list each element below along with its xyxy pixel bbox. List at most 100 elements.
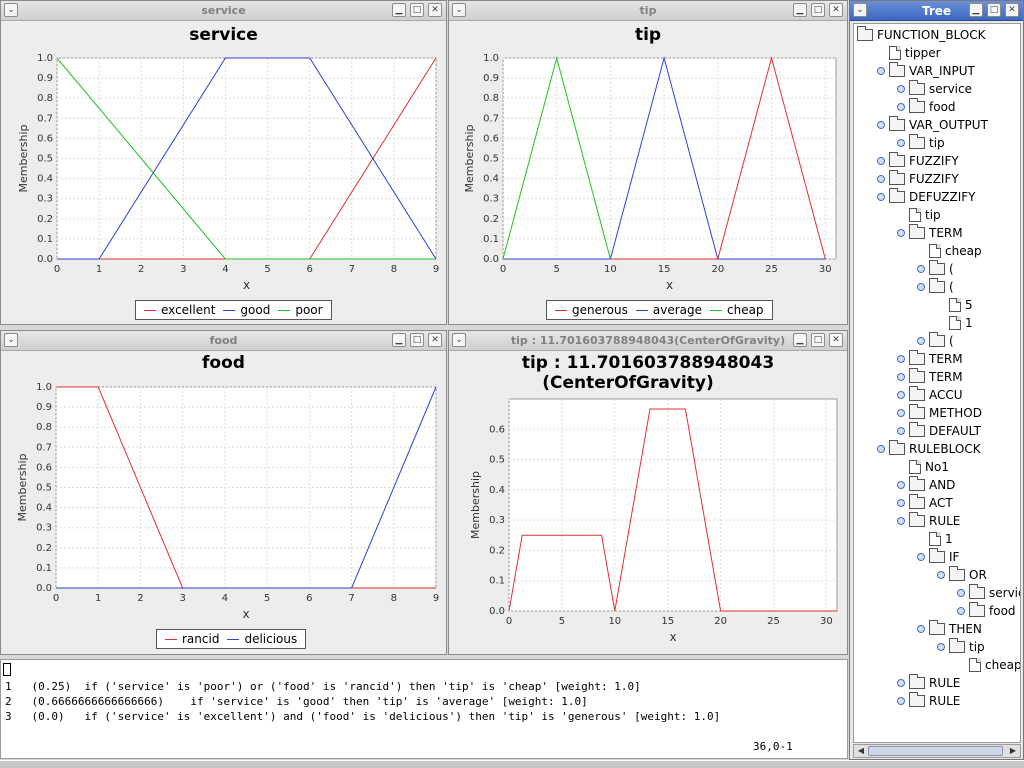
expand-toggle-icon[interactable] — [897, 696, 905, 705]
expand-toggle-icon[interactable] — [877, 120, 885, 129]
maximize-icon[interactable]: □ — [410, 333, 424, 347]
tree-node[interactable]: service — [957, 583, 1020, 601]
tree-node[interactable]: 5 — [937, 296, 973, 313]
window-titlebar[interactable]: ⌄ service ▁ □ ✕ — [1, 1, 446, 21]
window-titlebar[interactable]: ⌄ food ▁ □ ✕ — [1, 331, 446, 351]
tree-node[interactable]: OR — [937, 565, 987, 583]
window-titlebar[interactable]: ⌄ tip ▁ □ ✕ — [449, 1, 847, 21]
expand-toggle-icon[interactable] — [897, 408, 905, 417]
tree-node[interactable]: TERM — [897, 349, 963, 367]
tree-node[interactable]: METHOD — [897, 403, 982, 421]
expand-toggle-icon[interactable] — [937, 570, 945, 579]
tree-node[interactable]: tip — [937, 637, 985, 655]
tree-node[interactable]: RULE — [897, 691, 960, 709]
minimize-icon[interactable]: ▁ — [969, 3, 983, 17]
expand-toggle-icon[interactable] — [917, 552, 925, 561]
tree-node[interactable]: FUNCTION_BLOCK — [857, 25, 986, 43]
expand-toggle-icon[interactable] — [897, 480, 905, 489]
tree-node[interactable]: TERM — [897, 367, 963, 385]
window-menu-icon[interactable]: ⌄ — [4, 3, 18, 17]
window-menu-icon[interactable]: ⌄ — [853, 3, 867, 17]
tree-node[interactable]: ( — [917, 277, 954, 295]
expand-toggle-icon[interactable] — [897, 138, 905, 147]
expand-toggle-icon[interactable] — [897, 498, 905, 507]
close-icon[interactable]: ✕ — [829, 333, 843, 347]
tree-node[interactable]: TERM — [897, 223, 963, 241]
maximize-icon[interactable]: □ — [811, 333, 825, 347]
tree-node[interactable]: cheap — [957, 656, 1020, 673]
tree-node[interactable]: IF — [917, 547, 959, 565]
tree-node[interactable]: FUZZIFY — [877, 169, 959, 187]
y-tick-label: 0.9 — [36, 402, 52, 413]
close-icon[interactable]: ✕ — [428, 3, 442, 17]
tree-view[interactable]: FUNCTION_BLOCK tipper VAR_INPUT service food… — [853, 23, 1021, 743]
maximize-icon[interactable]: □ — [811, 3, 825, 17]
tree-node[interactable]: tip — [897, 206, 941, 223]
maximize-icon[interactable]: □ — [410, 3, 424, 17]
scrollbar-thumb[interactable] — [868, 746, 1003, 756]
expand-toggle-icon[interactable] — [917, 624, 925, 633]
tree-node[interactable]: AND — [897, 475, 955, 493]
expand-toggle-icon[interactable] — [897, 426, 905, 435]
tree-node[interactable]: ( — [917, 259, 954, 277]
horizontal-scrollbar[interactable]: ◀ ▶ — [853, 744, 1021, 758]
window-menu-icon[interactable]: ⌄ — [4, 333, 18, 347]
close-icon[interactable]: ✕ — [1005, 3, 1019, 17]
tree-node[interactable]: FUZZIFY — [877, 151, 959, 169]
tree-node[interactable]: DEFUZZIFY — [877, 187, 976, 205]
tree-node[interactable]: THEN — [917, 619, 982, 637]
expand-toggle-icon[interactable] — [877, 174, 885, 183]
tree-node[interactable]: ( — [917, 331, 954, 349]
tree-node[interactable]: cheap — [917, 242, 982, 259]
close-icon[interactable]: ✕ — [428, 333, 442, 347]
tree-node[interactable]: ACCU — [897, 385, 963, 403]
tree-node[interactable]: 1 — [917, 530, 953, 547]
tree-node[interactable]: No1 — [897, 458, 949, 475]
tree-node[interactable]: food — [957, 601, 1016, 619]
tree-node[interactable]: RULEBLOCK — [877, 439, 981, 457]
scroll-left-icon[interactable]: ◀ — [857, 746, 865, 755]
expand-toggle-icon[interactable] — [897, 678, 905, 687]
window-menu-icon[interactable]: ⌄ — [452, 3, 466, 17]
expand-toggle-icon[interactable] — [957, 588, 965, 597]
expand-toggle-icon[interactable] — [937, 642, 945, 651]
expand-toggle-icon[interactable] — [897, 516, 905, 525]
tree-node[interactable]: food — [897, 97, 956, 115]
close-icon[interactable]: ✕ — [829, 3, 843, 17]
expand-toggle-icon[interactable] — [877, 444, 885, 453]
expand-toggle-icon[interactable] — [917, 336, 925, 345]
expand-toggle-icon[interactable] — [877, 156, 885, 165]
window-titlebar[interactable]: ⌄ Tree ▁ □ ✕ — [850, 1, 1023, 21]
rules-console[interactable]: 1 (0.25) if ('service' is 'poor') or ('f… — [0, 659, 848, 759]
tree-node[interactable]: VAR_OUTPUT — [877, 115, 988, 133]
tree-node[interactable]: RULE — [897, 673, 960, 691]
window-titlebar[interactable]: ⌄ tip : 11.701603788948043(CenterOfGravi… — [449, 331, 847, 351]
tree-node[interactable]: DEFAULT — [897, 421, 981, 439]
expand-toggle-icon[interactable] — [917, 264, 925, 273]
minimize-icon[interactable]: ▁ — [392, 333, 406, 347]
minimize-icon[interactable]: ▁ — [392, 3, 406, 17]
expand-toggle-icon[interactable] — [877, 66, 885, 75]
window-menu-icon[interactable]: ⌄ — [452, 333, 466, 347]
tree-node[interactable]: tipper — [877, 44, 941, 61]
scroll-right-icon[interactable]: ▶ — [1009, 746, 1017, 755]
tree-node[interactable]: VAR_INPUT — [877, 61, 975, 79]
folder-icon — [889, 151, 905, 167]
expand-toggle-icon[interactable] — [897, 228, 905, 237]
expand-toggle-icon[interactable] — [897, 390, 905, 399]
expand-toggle-icon[interactable] — [897, 372, 905, 381]
minimize-icon[interactable]: ▁ — [793, 3, 807, 17]
tree-node[interactable]: tip — [897, 133, 945, 151]
expand-toggle-icon[interactable] — [897, 102, 905, 111]
maximize-icon[interactable]: □ — [987, 3, 1001, 17]
expand-toggle-icon[interactable] — [917, 282, 925, 291]
tree-node[interactable]: 1 — [937, 314, 973, 331]
expand-toggle-icon[interactable] — [957, 606, 965, 615]
minimize-icon[interactable]: ▁ — [793, 333, 807, 347]
expand-toggle-icon[interactable] — [897, 354, 905, 363]
expand-toggle-icon[interactable] — [897, 84, 905, 93]
tree-node[interactable]: ACT — [897, 493, 953, 511]
tree-node[interactable]: RULE — [897, 511, 960, 529]
expand-toggle-icon[interactable] — [877, 192, 885, 201]
tree-node[interactable]: service — [897, 79, 972, 97]
